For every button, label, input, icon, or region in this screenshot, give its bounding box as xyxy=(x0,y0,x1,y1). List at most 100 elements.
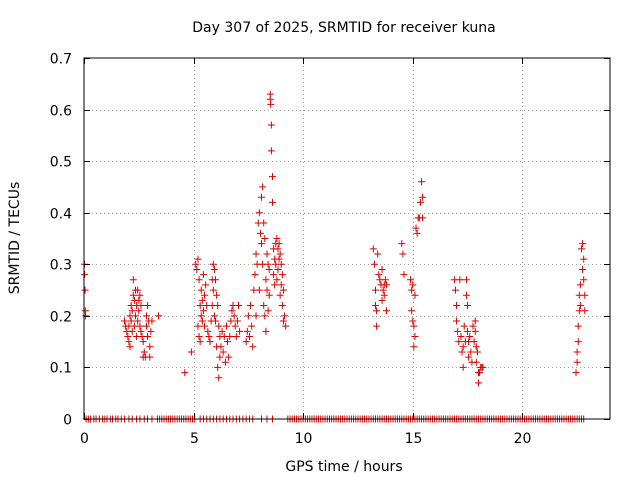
data-point xyxy=(255,286,263,294)
data-point xyxy=(476,369,484,377)
data-point xyxy=(137,302,145,310)
data-point xyxy=(458,348,466,356)
data-point xyxy=(144,332,152,340)
data-point xyxy=(267,100,275,108)
data-point xyxy=(279,317,287,325)
data-point xyxy=(408,307,416,315)
data-point xyxy=(199,307,207,315)
data-point xyxy=(192,260,200,268)
data-point xyxy=(281,312,289,320)
data-point xyxy=(134,317,142,325)
data-point xyxy=(409,281,417,289)
data-point xyxy=(578,245,586,253)
data-point xyxy=(268,173,276,181)
data-point xyxy=(454,327,462,335)
data-point xyxy=(581,291,589,299)
data-point xyxy=(412,224,420,232)
data-point xyxy=(198,296,206,304)
y-tick-label: 0.4 xyxy=(50,207,72,223)
data-point xyxy=(469,322,477,330)
data-point xyxy=(462,291,470,299)
data-point xyxy=(263,250,271,258)
data-point xyxy=(228,307,236,315)
data-point xyxy=(212,317,219,325)
data-point xyxy=(129,276,137,284)
data-point xyxy=(479,363,487,371)
x-axis-label: GPS time / hours xyxy=(285,459,402,475)
data-point xyxy=(197,286,205,294)
data-point xyxy=(128,327,136,335)
data-point xyxy=(214,302,222,310)
data-point xyxy=(380,291,388,299)
data-point xyxy=(419,214,427,222)
data-point xyxy=(129,291,137,299)
data-point xyxy=(573,358,581,366)
data-point xyxy=(134,286,142,294)
data-point xyxy=(136,322,144,330)
data-point xyxy=(201,322,209,330)
data-point xyxy=(81,286,89,294)
data-point xyxy=(251,271,259,279)
data-point xyxy=(411,332,419,340)
data-point xyxy=(127,317,135,325)
data-point xyxy=(226,332,234,340)
data-point xyxy=(473,348,481,356)
data-point xyxy=(410,343,418,351)
data-point xyxy=(260,302,268,310)
data-point xyxy=(258,240,266,248)
data-point xyxy=(464,327,472,335)
y-axis-label: SRMTID / TECUs xyxy=(7,182,23,295)
data-point xyxy=(467,348,475,356)
data-point xyxy=(419,193,427,201)
data-point xyxy=(148,317,156,325)
data-point xyxy=(236,327,244,335)
data-point xyxy=(209,286,217,294)
data-point xyxy=(194,255,202,263)
data-point xyxy=(218,327,226,335)
data-point xyxy=(407,276,415,284)
data-point xyxy=(459,343,467,351)
data-point xyxy=(277,260,285,268)
data-point xyxy=(260,219,268,227)
data-point xyxy=(416,198,424,206)
data-point xyxy=(212,276,219,284)
data-point xyxy=(375,271,383,279)
data-point xyxy=(235,302,243,310)
data-point xyxy=(373,322,381,330)
data-point xyxy=(216,353,224,361)
data-point xyxy=(370,260,378,268)
data-point xyxy=(242,338,250,346)
data-point xyxy=(282,322,290,330)
data-point xyxy=(573,348,581,356)
data-point xyxy=(197,312,205,320)
data-point xyxy=(244,312,252,320)
data-point xyxy=(576,302,584,310)
data-point xyxy=(572,369,580,377)
x-tick-label: 5 xyxy=(190,431,199,447)
data-point xyxy=(146,343,154,351)
data-marks xyxy=(80,90,589,423)
data-point xyxy=(243,327,251,335)
data-point xyxy=(279,286,287,294)
data-point xyxy=(381,276,389,284)
data-point xyxy=(213,291,221,299)
data-point xyxy=(121,317,129,325)
data-point xyxy=(249,343,257,351)
data-point xyxy=(198,317,206,325)
data-point xyxy=(278,271,286,279)
data-point xyxy=(471,317,479,325)
data-point xyxy=(231,322,239,330)
data-point xyxy=(265,291,273,299)
data-point xyxy=(81,271,89,279)
data-point xyxy=(227,317,235,325)
data-point xyxy=(247,302,255,310)
y-tick-label: 0.5 xyxy=(50,155,72,171)
data-point xyxy=(462,276,470,284)
data-point xyxy=(221,358,229,366)
data-point xyxy=(413,229,421,237)
data-point xyxy=(128,307,136,315)
data-point xyxy=(259,183,267,191)
data-point xyxy=(256,229,264,237)
data-point xyxy=(276,250,284,258)
data-point xyxy=(132,312,140,320)
